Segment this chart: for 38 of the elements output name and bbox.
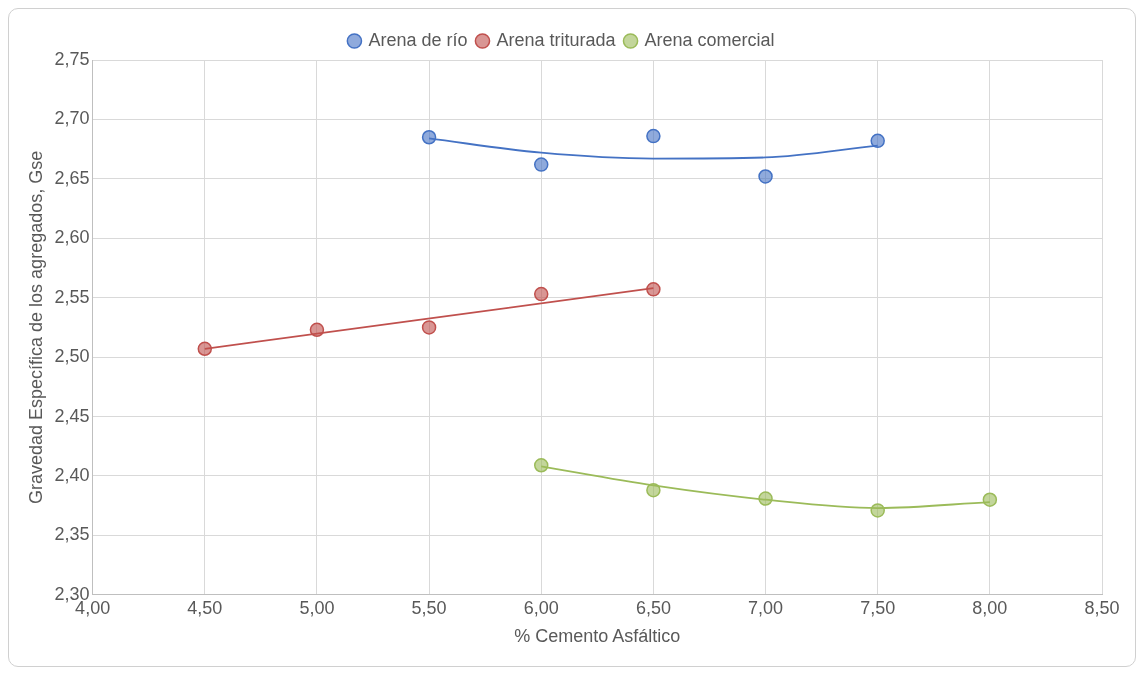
point <box>870 133 885 149</box>
point <box>533 286 549 302</box>
y-tick-label: 2,50 <box>54 346 90 367</box>
point <box>758 491 773 506</box>
legend-label: Arena de río <box>368 29 468 50</box>
y-axis-title: Gravedad Específica de los agregados, Gse <box>25 150 46 505</box>
point <box>646 282 661 297</box>
x-tick-label: 5,50 <box>411 597 447 618</box>
y-tick-label: 2,45 <box>54 405 90 426</box>
point <box>533 458 549 473</box>
point <box>646 482 661 498</box>
y-tick-label: 2,35 <box>54 524 90 545</box>
legend-label: Arena triturada <box>496 29 617 50</box>
point <box>758 169 773 184</box>
y-tick-label: 2,40 <box>54 464 90 485</box>
point <box>533 157 549 172</box>
x-tick-label: 6,00 <box>523 597 559 618</box>
x-tick-label: 7,00 <box>748 597 784 618</box>
point <box>197 341 213 357</box>
point <box>421 320 437 335</box>
y-tick-label: 2,60 <box>54 227 90 248</box>
x-tick-label: 7,50 <box>860 597 896 618</box>
point <box>309 322 325 338</box>
legend-label: Arena comercial <box>644 29 775 50</box>
x-tick-label: 6,50 <box>635 597 671 618</box>
y-tick-label: 2,75 <box>54 48 90 69</box>
x-axis-title: % Cemento Asfáltico <box>514 626 681 647</box>
point <box>421 130 437 145</box>
y-tick-label: 2,65 <box>54 167 90 188</box>
point <box>870 503 885 518</box>
x-tick-label: 4,50 <box>187 597 223 618</box>
point <box>646 128 661 144</box>
x-tick-label: 8,00 <box>972 597 1008 618</box>
x-tick-label: 5,00 <box>299 597 335 618</box>
x-tick-label: 8,50 <box>1084 597 1120 618</box>
y-tick-label: 2,55 <box>54 286 90 307</box>
y-tick-label: 2,70 <box>54 108 90 129</box>
point <box>982 492 998 507</box>
